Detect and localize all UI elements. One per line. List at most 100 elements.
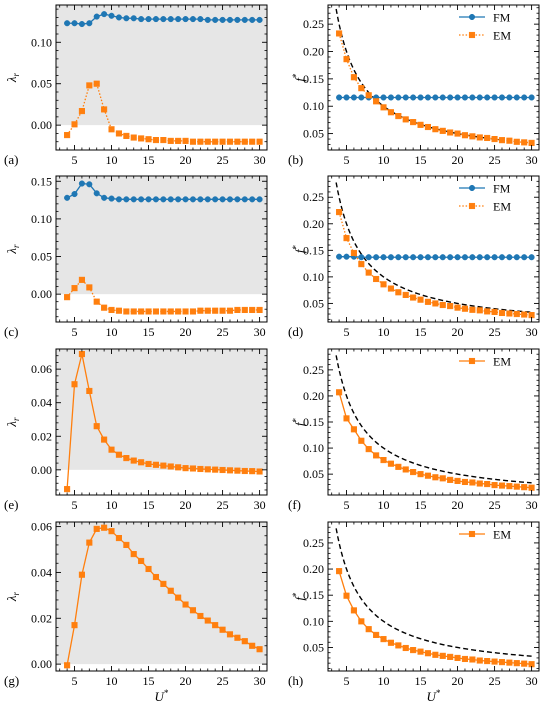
data-point xyxy=(484,134,491,142)
data-point xyxy=(175,464,182,471)
y-tick-label: 0.15 xyxy=(303,72,324,86)
data-point xyxy=(380,94,387,101)
x-tick-label: 30 xyxy=(526,325,538,339)
x-tick-label: 15 xyxy=(143,498,155,512)
data-point xyxy=(71,121,78,128)
data-point xyxy=(175,137,182,144)
legend-label: EM xyxy=(493,355,511,369)
data-point xyxy=(350,607,357,614)
data-point xyxy=(71,285,78,292)
data-point xyxy=(249,468,256,475)
x-tick-label: 15 xyxy=(415,153,427,167)
y-axis-symbol: f xyxy=(292,76,307,82)
data-point xyxy=(145,460,152,468)
y-axis-symbol: λ xyxy=(4,421,19,428)
data-point xyxy=(167,463,174,470)
data-point xyxy=(226,467,234,474)
data-point xyxy=(454,477,461,484)
data-point xyxy=(108,126,115,133)
data-point xyxy=(402,94,409,101)
data-point xyxy=(410,119,417,126)
legend-marker xyxy=(468,31,476,39)
data-point xyxy=(241,638,248,645)
data-point xyxy=(182,196,189,203)
data-point xyxy=(380,636,387,643)
data-point xyxy=(241,306,248,314)
axes-frame xyxy=(55,521,268,672)
data-point xyxy=(152,308,159,315)
data-point xyxy=(432,94,439,101)
x-tick-label: 10 xyxy=(106,153,118,167)
data-point xyxy=(432,300,439,307)
data-point xyxy=(476,657,483,664)
data-point xyxy=(387,460,394,467)
data-point xyxy=(506,137,513,144)
data-point xyxy=(71,191,78,198)
x-tick-label: 15 xyxy=(415,325,427,339)
x-tick-label: 25 xyxy=(489,325,501,339)
x-tick-label: 25 xyxy=(217,498,229,512)
y-axis-subscript: r xyxy=(11,244,21,248)
data-point xyxy=(115,451,122,458)
y-tick-label: 0.25 xyxy=(303,17,324,31)
series-em xyxy=(64,80,263,145)
data-point xyxy=(86,82,93,89)
data-point xyxy=(476,254,483,261)
data-point xyxy=(256,646,263,653)
data-point xyxy=(108,446,115,453)
y-tick-label: 0.05 xyxy=(303,127,324,141)
data-point xyxy=(204,16,211,23)
data-point xyxy=(528,139,535,146)
data-point xyxy=(226,631,234,638)
data-point xyxy=(521,254,528,261)
panel-label: (c) xyxy=(4,324,18,339)
data-point xyxy=(64,20,71,27)
y-tick-label: 0.02 xyxy=(31,611,52,625)
y-axis-label: λr xyxy=(4,72,21,83)
data-point xyxy=(373,631,380,638)
x-tick-label: 25 xyxy=(489,498,501,512)
data-point xyxy=(513,310,520,318)
data-point xyxy=(226,16,234,23)
y-tick-label: 0.00 xyxy=(31,463,52,477)
x-tick-label: 20 xyxy=(452,498,464,512)
data-point xyxy=(130,308,137,315)
data-point xyxy=(476,307,483,314)
data-point xyxy=(410,469,417,476)
data-point xyxy=(439,127,446,134)
y-tick-label: 0.05 xyxy=(303,296,324,310)
series-em xyxy=(336,568,535,668)
data-point xyxy=(350,74,357,81)
data-point xyxy=(108,12,115,19)
data-point xyxy=(439,652,446,659)
y-tick-label: 0.10 xyxy=(303,270,324,284)
panel-f: 5 10 15 20 25 30 0.05 0.10 0.15 0.20 0.25 f* (f) EM xyxy=(288,348,540,512)
y-axis-subscript: r xyxy=(11,591,21,595)
data-point xyxy=(469,133,476,140)
shaded-region xyxy=(56,176,267,295)
data-point xyxy=(197,465,204,473)
data-point xyxy=(336,30,343,37)
data-point xyxy=(498,254,506,261)
y-tick-label: 0.05 xyxy=(303,640,324,654)
data-point xyxy=(145,308,152,315)
data-point xyxy=(513,483,520,490)
y-axis-superscript: * xyxy=(291,73,301,78)
y-tick-label: 0.04 xyxy=(31,396,52,410)
data-point xyxy=(167,16,174,23)
x-tick-label: 15 xyxy=(143,325,155,339)
data-point xyxy=(101,524,108,531)
data-point xyxy=(358,618,365,625)
data-point xyxy=(447,653,454,660)
data-point xyxy=(234,16,241,23)
data-point xyxy=(506,659,513,666)
data-point xyxy=(71,622,78,629)
data-point xyxy=(521,311,528,318)
data-point xyxy=(204,138,211,145)
data-point xyxy=(234,634,241,641)
data-point xyxy=(476,94,483,101)
data-point xyxy=(424,123,431,131)
y-axis-label: λr xyxy=(4,591,21,602)
data-point xyxy=(373,98,380,105)
y-tick-label: 0.02 xyxy=(31,429,52,443)
